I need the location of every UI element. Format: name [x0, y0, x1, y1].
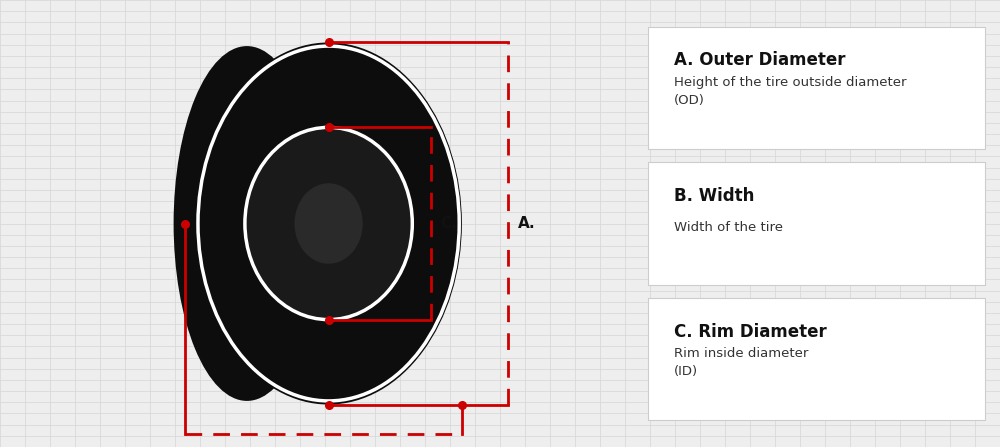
Text: C. Rim Diameter: C. Rim Diameter [674, 323, 826, 341]
Text: C.: C. [440, 216, 457, 231]
Text: Rim inside diameter
(ID): Rim inside diameter (ID) [674, 347, 808, 378]
Ellipse shape [174, 46, 320, 401]
Text: Width of the tire: Width of the tire [674, 221, 783, 234]
Bar [648, 162, 985, 285]
Ellipse shape [294, 183, 363, 264]
Text: Height of the tire outside diameter
(OD): Height of the tire outside diameter (OD) [674, 76, 906, 107]
Ellipse shape [195, 42, 462, 405]
Ellipse shape [245, 127, 412, 320]
Bar [648, 27, 985, 149]
Text: A.: A. [518, 216, 535, 231]
Bar [648, 298, 985, 420]
Text: B. Width: B. Width [674, 187, 754, 205]
Text: A. Outer Diameter: A. Outer Diameter [674, 51, 845, 69]
